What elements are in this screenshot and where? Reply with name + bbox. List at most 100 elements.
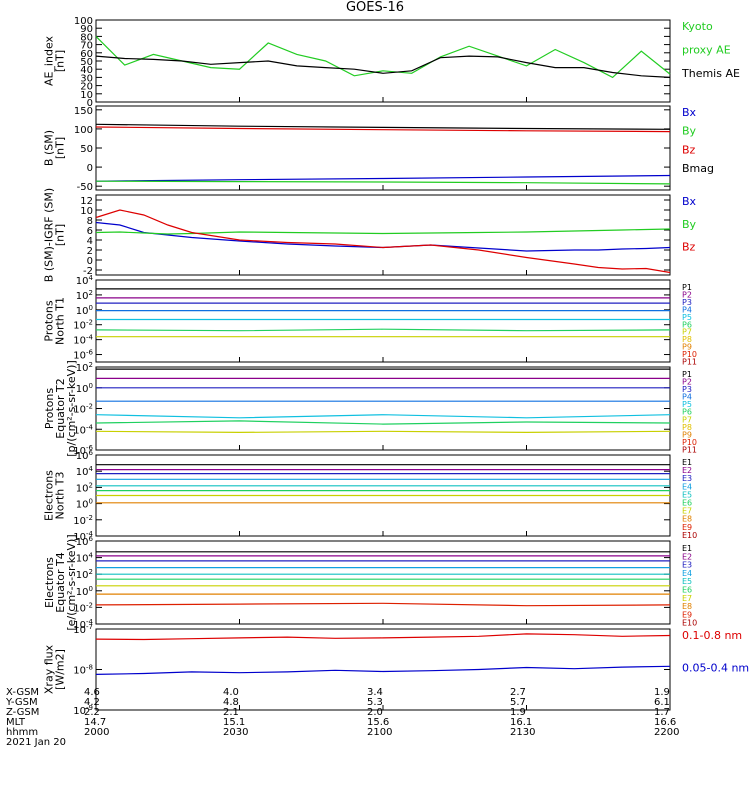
panel-6-ylabel: Electrons	[43, 470, 56, 521]
panel-4-ytick-label: 10-2	[73, 319, 93, 332]
panel-2-series-bz	[95, 126, 671, 133]
panel-6-ytick-label: 100	[76, 498, 93, 511]
panel-1-ytick-label: 20	[80, 82, 93, 93]
panel-2-ytick-label: 0	[87, 163, 93, 174]
panel-7-ytick-label: 104	[76, 552, 94, 565]
panel-2-ytick-label: -50	[77, 182, 93, 193]
footer-row-value: 3.4	[367, 687, 383, 698]
footer-row-value: 5.3	[367, 697, 383, 708]
panel-3-ytick-label: 4	[87, 236, 93, 247]
panel-8-ytick-label: 10-8	[73, 664, 93, 677]
panel-4-frame	[95, 279, 671, 363]
footer-row-value: 5.7	[510, 697, 526, 708]
panel-2-frame	[95, 105, 671, 191]
panel-4-legend-item: P6	[682, 320, 692, 329]
panel-2-ylabel: [nT]	[54, 137, 67, 159]
panel-5-ytick-label: 10-6	[73, 444, 93, 457]
panel-4-legend-item: P7	[682, 328, 692, 337]
panel-4-legend-item: P9	[682, 343, 692, 352]
panel-3-ytick-label: 6	[87, 226, 93, 237]
panel-1-ytick-label: 60	[80, 49, 93, 60]
footer-row-label: hhmm	[6, 727, 39, 738]
footer-row-value: 4.6	[84, 687, 100, 698]
panel-5-ytick-label: 100	[76, 382, 93, 395]
panel-4-ytick-label: 102	[76, 289, 93, 302]
panel-5-legend-item: P1	[682, 370, 692, 379]
panel-3-ytick-label: -2	[83, 266, 93, 277]
footer-row-value: 2.2	[84, 707, 100, 718]
panel-6-legend-item: E2	[682, 466, 692, 475]
panel-2-legend-item: By	[682, 125, 697, 138]
panel-7-legend-item: E6	[682, 586, 692, 595]
footer-row-value: 2.1	[223, 707, 239, 718]
panel-1-legend-item: proxy AE	[682, 43, 731, 56]
footer-row: MLT 14.7 15.1 15.6 16.1 16.6	[6, 718, 746, 728]
panel-4-legend-item: P1	[682, 283, 692, 292]
footer-row-value: 1.9	[510, 707, 526, 718]
footer-row-value: 2030	[223, 727, 249, 738]
panel-8-series-0-05-0-4-nm	[95, 665, 671, 675]
panel-4-ytick-label: 104	[76, 274, 94, 287]
panel-1-ytick-label: 40	[80, 65, 93, 76]
panel-3-ytick-label: 2	[87, 246, 93, 257]
panel-5-legend-item: P3	[682, 385, 692, 394]
panel-6-ytick-label: 102	[76, 481, 93, 494]
footer-row-label: MLT	[6, 717, 25, 728]
panel-1-ytick-label: 50	[80, 57, 93, 68]
panel-1-ytick-label: 10	[80, 90, 93, 101]
panel-2-legend-item: Bx	[682, 106, 697, 119]
panel-5-series-p6	[95, 420, 671, 425]
panel-7-legend-item: E1	[682, 544, 692, 553]
panel-2-legend-item: Bmag	[682, 162, 714, 175]
panel-1-ytick-label: 30	[80, 73, 93, 84]
panel-7-legend-item: E3	[682, 561, 692, 570]
panel-3-ytick-label: 0	[87, 256, 93, 267]
panel-8-legend-item: 0.1-0.8 nm	[682, 629, 742, 642]
footer-row-value: 6.1	[654, 697, 670, 708]
panel-3-ytick-label: 8	[87, 216, 93, 227]
panel-7-legend-item: E7	[682, 594, 692, 603]
footer-row-value: 1.7	[654, 707, 670, 718]
panel-3-ylabel: B (SM)-IGRF (SM)	[43, 188, 56, 282]
panel-6-ylabel: North T3	[54, 472, 67, 520]
panel-5-legend-item: P8	[682, 423, 692, 432]
figure-title: GOES-16	[345, 0, 404, 15]
panel-7-ylabel: Electrons	[43, 557, 56, 608]
panel-7-ytick-label: 106	[76, 535, 94, 548]
panel-1-ytick-label: 90	[80, 24, 93, 35]
panel-4-ytick-label: 100	[76, 304, 93, 317]
footer-row: hhmm 2000 2030 2100 2130 2200	[6, 728, 746, 738]
panel-7-ylabel: [e/(cm²-s-sr-keV)]	[65, 534, 78, 630]
panel-6-ytick-label: 10-2	[73, 514, 93, 527]
panel-4-series-p6	[95, 328, 671, 332]
panel-3-ylabel: [nT]	[54, 224, 67, 246]
panel-5-ylabel: Protons	[43, 388, 56, 429]
panel-2-ylabel: B (SM)	[43, 130, 56, 166]
footer-row: Z-GSM 2.2 2.1 2.0 1.9 1.7	[6, 708, 746, 718]
panel-3-legend-item: Bx	[682, 195, 697, 208]
footer-row-value: 2100	[367, 727, 393, 738]
panel-4-legend-item: P3	[682, 298, 692, 307]
panel-5-legend-item: P5	[682, 400, 692, 409]
panel-5-legend-item: P11	[682, 445, 697, 454]
panel-7-legend-item: E8	[682, 602, 692, 611]
footer-axis-table: X-GSM 4.6 4.0 3.4 2.7 1.9 Y-GSM 4.2 4.8 5.3 5.7 6.1…	[6, 688, 746, 748]
panel-1-ytick-label: 80	[80, 32, 93, 43]
footer-row-label: Y-GSM	[6, 697, 38, 708]
panel-5-ytick-label: 10-2	[73, 403, 93, 416]
panel-2-ytick-label: 50	[80, 144, 93, 155]
panel-4-legend-item: P11	[682, 358, 697, 367]
panel-7-series-e9	[95, 602, 671, 607]
panel-8-series-0-1-0-8-nm	[95, 633, 671, 641]
panel-6-legend-item: E9	[682, 523, 692, 532]
panel-8-ytick-label: 10-7	[73, 623, 93, 636]
panel-1-series-themis-ae	[95, 55, 671, 78]
footer-row-value: 2130	[510, 727, 536, 738]
panel-6-legend-item: E1	[682, 458, 692, 467]
footer-row: X-GSM 4.6 4.0 3.4 2.7 1.9	[6, 688, 746, 698]
panel-8-ylabel: Xray flux	[43, 644, 56, 694]
footer-row-value: 14.7	[84, 717, 107, 728]
footer-row-value: 4.8	[223, 697, 239, 708]
footer-row-value: 2000	[84, 727, 110, 738]
